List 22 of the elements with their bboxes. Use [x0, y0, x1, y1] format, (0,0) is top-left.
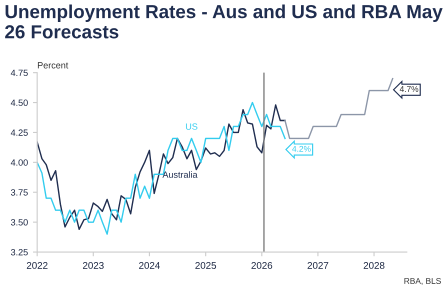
- x-tick-label: 2025: [195, 262, 216, 269]
- x-tick-label: 2024: [139, 262, 160, 269]
- x-tick-label: 2022: [26, 262, 48, 269]
- series-label: Australia: [162, 171, 198, 178]
- x-tick-label: 2026: [251, 262, 272, 269]
- series-label: US: [186, 123, 198, 130]
- x-tick-label: 2028: [364, 262, 384, 269]
- line-series: [284, 78, 394, 140]
- y-tick-label: 3.25: [10, 249, 28, 256]
- y-tick-label: 3.50: [10, 219, 28, 226]
- y-axis-title: Percent: [38, 62, 68, 68]
- data-label: 4.7%: [400, 86, 418, 92]
- chart-title: Unemployment Rates - Aus and US and RBA May 26 Forecasts: [5, 4, 443, 38]
- y-tick-label: 3.75: [10, 189, 28, 196]
- x-tick-label: 2027: [308, 262, 328, 269]
- y-tick-label: 4.25: [10, 129, 28, 136]
- text: RBA, BLS: [404, 278, 441, 285]
- x-tick-label: 2023: [82, 262, 104, 269]
- y-tick-label: 4.50: [10, 100, 28, 106]
- data-label: 4.2%: [292, 146, 311, 152]
- y-tick-label: 4.00: [10, 159, 28, 166]
- y-tick-label: 4.75: [10, 70, 28, 76]
